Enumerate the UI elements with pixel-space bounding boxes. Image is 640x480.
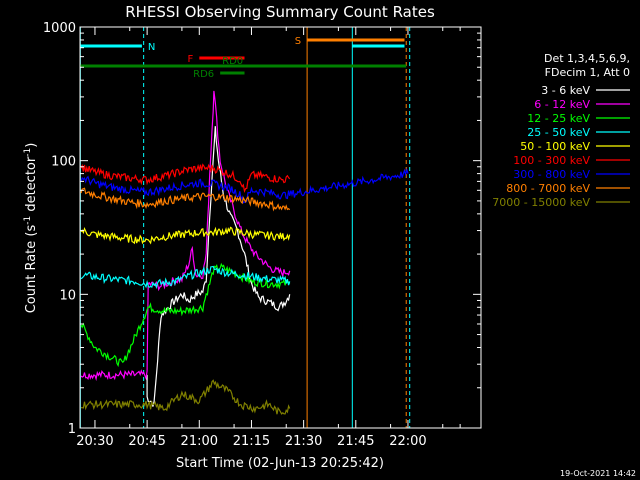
chart-title: RHESSI Observing Summary Count Rates — [125, 3, 435, 21]
legend: Det 1,3,4,5,6,9, FDecim 1, Att 0 3 - 6 k… — [492, 52, 630, 209]
series-line-8 — [81, 379, 291, 415]
y-axis-label-main: Count Rate (s — [24, 225, 39, 314]
y-tick-label-2: 100 — [51, 155, 76, 170]
series-line-0 — [146, 126, 291, 407]
series-line-5 — [80, 163, 291, 194]
series-line-6 — [80, 167, 409, 204]
series-line-2 — [80, 262, 291, 368]
x-tick-label-1: 20:45 — [128, 434, 165, 449]
y-tick-label-3: 1000 — [43, 21, 76, 36]
legend-label-3: 25 - 50 keV — [527, 126, 590, 139]
legend-header-2: FDecim 1, Att 0 — [545, 66, 630, 79]
y-axis-label-sup1: -1 — [23, 216, 33, 225]
x-tick-label-5: 21:45 — [337, 434, 374, 449]
timestamp: 19-Oct-2021 14:42 — [560, 469, 636, 478]
legend-label-6: 300 - 800 keV — [513, 168, 590, 181]
event-lines — [79, 27, 411, 428]
legend-label-5: 100 - 300 keV — [513, 154, 590, 167]
legend-header-1: Det 1,3,4,5,6,9, — [544, 52, 630, 65]
x-tick-label-3: 21:15 — [233, 434, 270, 449]
series-line-4 — [80, 226, 291, 245]
flag-bars: N S F RD0 RD6 — [80, 36, 407, 80]
flag-label-3: RD0 — [222, 56, 243, 67]
flag-label-1: S — [295, 36, 301, 47]
flag-label-4: RD6 — [193, 69, 214, 80]
legend-label-7: 800 - 7000 keV — [506, 182, 590, 195]
flag-label-2: F — [188, 54, 194, 65]
x-tick-label-2: 21:00 — [181, 434, 218, 449]
legend-label-0: 3 - 6 keV — [541, 84, 590, 97]
axes: 1 10 100 1000 20:30 20:45 21:00 21:15 21:30 21:45… — [43, 21, 481, 449]
y-tick-label-0: 1 — [68, 422, 76, 437]
legend-label-4: 50 - 100 keV — [520, 140, 590, 153]
x-tick-label-6: 22:00 — [389, 434, 426, 449]
y-axis-label-end: ) — [24, 143, 39, 148]
plot-frame — [79, 26, 482, 429]
series-layer — [80, 90, 409, 415]
flag-label-0: N — [148, 42, 155, 53]
legend-label-1: 6 - 12 keV — [534, 98, 590, 111]
y-axis-label: Count Rate (s-1 detector-1) — [23, 143, 39, 314]
series-line-7 — [80, 187, 291, 212]
x-tick-label-4: 21:30 — [285, 434, 322, 449]
series-line-3 — [80, 265, 291, 290]
x-axis-label: Start Time (02-Jun-13 20:25:42) — [176, 456, 384, 471]
legend-label-8: 7000 - 15000 keV — [492, 196, 590, 209]
series-line-1 — [80, 90, 291, 382]
legend-label-2: 12 - 25 keV — [527, 112, 590, 125]
x-tick-label-0: 20:30 — [76, 434, 113, 449]
y-tick-label-1: 10 — [59, 288, 76, 303]
y-axis-label-sup2: -1 — [23, 148, 33, 157]
y-axis-label-mid: detector — [24, 156, 39, 216]
